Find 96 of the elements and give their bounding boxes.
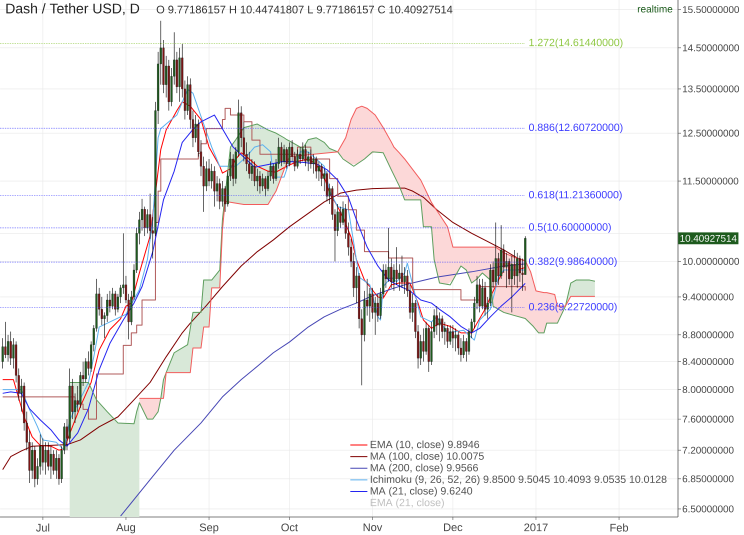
y-tick-label: 15.50000000: [682, 6, 740, 14]
candlestick: [205, 161, 208, 192]
candlestick: [505, 252, 508, 288]
candlestick: [264, 176, 266, 197]
candlestick: [262, 173, 264, 192]
candlestick: [146, 208, 148, 234]
y-tick-label: 6.85000000: [682, 475, 734, 482]
x-tick-label: Nov: [364, 524, 382, 532]
candlestick: [404, 266, 406, 294]
ref-line-label: 0.886(12.60720000): [529, 123, 622, 134]
y-tick-label: 13.50000000: [682, 85, 740, 92]
candlestick: [374, 296, 376, 336]
candlestick: [438, 312, 441, 342]
candlestick: [258, 170, 262, 194]
candlestick: [10, 331, 12, 366]
ref-line-label: 0.5(10.60000000): [529, 223, 611, 233]
candlestick: [302, 142, 304, 162]
candlestick: [208, 158, 210, 186]
candlestick: [112, 288, 114, 310]
y-tick-label: 14.50000000: [682, 44, 740, 52]
x-tick-label: Oct: [281, 524, 298, 532]
candlestick: [250, 158, 253, 182]
x-tick-label: Dec: [444, 524, 462, 532]
candlestick: [497, 252, 500, 286]
y-tick-label: 7.60000000: [682, 416, 734, 423]
candlestick: [42, 438, 44, 471]
candlestick: [494, 222, 497, 286]
y-tick-label: 8.40000000: [682, 358, 734, 366]
annotation: realtime: [638, 5, 672, 13]
candlestick: [304, 144, 307, 167]
ref-line-label: 1.272(14.61440000): [529, 38, 622, 48]
candlestick: [4, 322, 6, 358]
candlestick: [398, 264, 400, 292]
candlestick: [288, 142, 290, 167]
candlestick: [299, 146, 302, 164]
candlestick: [478, 278, 481, 313]
candlestick: [272, 164, 274, 184]
candlestick: [55, 450, 58, 480]
candlestick: [286, 146, 288, 169]
candlestick: [44, 442, 47, 475]
chart-subtitle: O 9.77186157 H 10.44741807 L 9.77186157 C 10.40927514: [156, 6, 452, 14]
candlestick: [444, 322, 446, 346]
candlestick: [315, 156, 318, 179]
legend-label: MA (100, close) 10.0075: [370, 452, 484, 462]
y-tick-label: 10.00000000: [682, 258, 740, 265]
chart-title: Dash / Tether USD, D: [6, 3, 140, 16]
x-tick-label: Sep: [200, 524, 218, 534]
x-tick-label: Feb: [610, 524, 628, 532]
x-tick-label: Jul: [36, 524, 50, 532]
candlestick: [296, 149, 299, 169]
legend-label: MA (200, close) 9.9566: [370, 464, 478, 474]
y-tick-label: 8.00000000: [682, 386, 734, 394]
x-tick-label: 2017: [524, 524, 548, 532]
candlestick: [454, 328, 457, 352]
y-tick-label: 7.20000000: [682, 446, 734, 454]
candlestick: [213, 166, 216, 207]
candlestick: [516, 252, 518, 288]
candlestick: [50, 446, 52, 480]
candlestick: [218, 178, 221, 210]
candlestick: [52, 450, 55, 475]
candlestick: [114, 290, 116, 316]
candlestick: [422, 328, 424, 362]
y-tick-label: 9.40000000: [682, 293, 734, 300]
candlestick: [484, 282, 486, 316]
x-tick-label: Aug: [116, 524, 136, 534]
ref-line-label: 0.382(9.98640000): [529, 257, 617, 268]
candlestick: [232, 154, 234, 186]
y-tick-label: 12.50000000: [682, 130, 740, 137]
candlestick: [446, 324, 449, 348]
ref-line-label: 0.618(11.21360000): [529, 190, 622, 200]
candlestick: [312, 154, 315, 174]
candlestick: [283, 144, 286, 164]
candlestick: [452, 324, 454, 348]
candlestick: [318, 161, 320, 182]
y-tick-label: 11.50000000: [682, 178, 738, 185]
legend-label: Ichimoku (9, 26, 52, 26) 9.8500 9.5045 10.4093 9.0535 10.0128: [370, 475, 667, 486]
candlestick: [256, 168, 258, 192]
y-tick-label: 6.50000000: [682, 505, 734, 512]
candlestick: [326, 170, 328, 202]
text: 10.40927514: [680, 234, 737, 242]
candlestick: [339, 206, 342, 228]
candlestick: [481, 278, 484, 310]
legend-label: MA (21, close) 9.6240: [370, 486, 472, 497]
candlestick: [307, 152, 310, 172]
candlestick: [280, 142, 282, 167]
legend-label: EMA (10, close) 9.8946: [370, 440, 480, 450]
candlestick: [58, 454, 60, 486]
candlestick: [210, 164, 213, 189]
annotation: EMA (21, close): [370, 498, 444, 508]
candlestick: [108, 290, 111, 313]
candlestick: [31, 442, 34, 480]
candlestick: [513, 250, 516, 286]
candlestick: [221, 180, 224, 207]
candlestick: [449, 324, 452, 346]
y-tick-label: 8.80000000: [682, 331, 734, 338]
candlestick: [462, 334, 465, 358]
